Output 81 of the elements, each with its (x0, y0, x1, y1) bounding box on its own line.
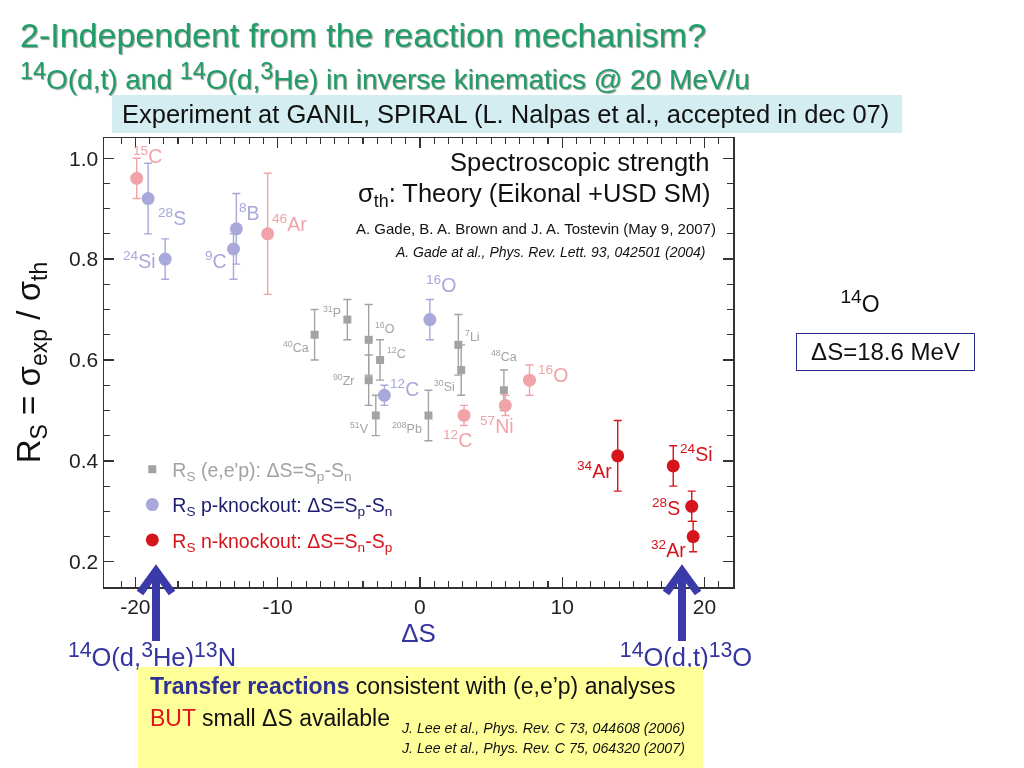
x-tick-label: 20 (692, 594, 717, 618)
text: $^{14}$O (840, 286, 880, 318)
annotation: $^{46}$Ar (272, 211, 308, 236)
text: $^{14}$O(d,$^{3}$He)$^{13}$N (67, 637, 237, 673)
legend-label: R$_{S}$ n-knockout: ΔS=S$_{n}$-S$_{p}$ (172, 529, 393, 555)
point (343, 315, 352, 324)
point (666, 459, 680, 473)
text: Transfer reactions (150, 673, 350, 699)
annotation: σ$_{th}$: Theory (Eikonal +USD SM) (358, 179, 711, 212)
text: J. Lee et al., Phys. Rev. C 73, 044608 (2006) (402, 720, 685, 736)
annotation: $^{32}$Ar (651, 537, 687, 562)
text: J. Lee et al., Phys. Rev. C 75, 064320 (2007) (402, 739, 685, 756)
legend-label: R$_{S}$ p-knockout: ΔS=S$_{p}$-S$_{n}$ (172, 494, 393, 520)
annotation: $^{9}$C (205, 248, 227, 273)
point (499, 386, 508, 395)
annotation: $^{31}$P (323, 304, 342, 321)
annotation: $^{90}$Zr (333, 372, 355, 389)
annotation: $^{12}$C (443, 427, 473, 452)
x-tick-label: 0 (414, 594, 426, 618)
point (454, 340, 463, 349)
point (310, 330, 319, 339)
point (685, 499, 699, 513)
point (371, 411, 380, 420)
legend-label: R$_{S}$ (e,e'p): ΔS=S$_{p}$-S$_{n}$ (172, 458, 352, 484)
point (686, 530, 700, 544)
y-tick-label: 0.4 (69, 449, 99, 473)
point (523, 373, 536, 387)
point (227, 242, 240, 256)
point (261, 227, 275, 241)
annotation: $^{16}$O (426, 272, 457, 297)
point (424, 411, 433, 420)
annotation: $^{30}$Si (434, 378, 455, 395)
point (377, 388, 391, 402)
annotation: $^{208}$Pb (392, 420, 422, 437)
annotation: $^{12}$C (390, 376, 420, 401)
point (457, 366, 466, 375)
annotation: $^{8}$B (239, 200, 260, 225)
annotation: Spectroscopic strength (450, 148, 710, 176)
annotation: $^{51}$V (350, 420, 369, 437)
point (229, 222, 243, 236)
point (141, 192, 155, 206)
y-tick-label: 0.8 (69, 247, 99, 271)
annotation: $^{12}$C (387, 345, 406, 362)
annotation: $^{28}$S (158, 205, 187, 230)
x-tick-label: -20 (120, 594, 151, 618)
y-tick-label: 0.6 (69, 348, 99, 372)
annotation: $^{34}$Ar (577, 458, 613, 483)
x-tick-label: 10 (550, 594, 574, 618)
point (158, 252, 172, 266)
annotation: $^{48}$Ca (491, 348, 517, 365)
text: consistent with (e,e’p) analyses (355, 673, 676, 699)
chart-subtitle: $^{14}$O(d,t) and $^{14}$O(d,$^{3}$He) in inverse kinematics @ 20 MeV/u (20, 58, 750, 97)
point (130, 171, 144, 185)
text: Experiment at GANIL, SPIRAL (L. Nalpas et al., accepted in dec 07) (112, 95, 902, 133)
text: small ΔS available (201, 705, 390, 731)
point (611, 449, 625, 463)
annotation: A. Gade, B. A. Brown and J. A. Tostevin (May 9, 2007) (356, 220, 716, 237)
annotation: $^{24}$Si (123, 248, 156, 273)
y-tick-label: 0.2 (69, 550, 99, 574)
annotation: $^{28}$S (652, 495, 681, 520)
annotation: A. Gade at al., Phys. Rev. Lett. 93, 042501 (2004) (395, 244, 706, 260)
annotation: $^{7}$Li (465, 328, 480, 345)
point (376, 355, 385, 364)
annotation: $^{16}$O (538, 362, 569, 387)
x-axis-title: ΔS (401, 617, 436, 648)
chart-title: 2-Independent from the reaction mechanism? (20, 16, 707, 55)
annotation: $^{40}$Ca (283, 339, 309, 356)
y-tick-label: 1.0 (69, 146, 99, 170)
annotation: $^{57}$Ni (480, 413, 514, 438)
point (364, 376, 373, 385)
annotation: $^{16}$O (375, 320, 395, 337)
text: BUT (150, 705, 196, 731)
annotation: $^{15}$C (133, 143, 163, 168)
annotation: $^{24}$Si (680, 441, 713, 466)
point (423, 313, 437, 327)
text: ΔS=18.6 MeV (796, 333, 975, 371)
point (498, 398, 512, 412)
text: $^{14}$O(d,t)$^{13}$O (619, 637, 753, 673)
point (364, 335, 373, 344)
x-tick-label: -10 (262, 594, 293, 618)
point (457, 408, 471, 422)
